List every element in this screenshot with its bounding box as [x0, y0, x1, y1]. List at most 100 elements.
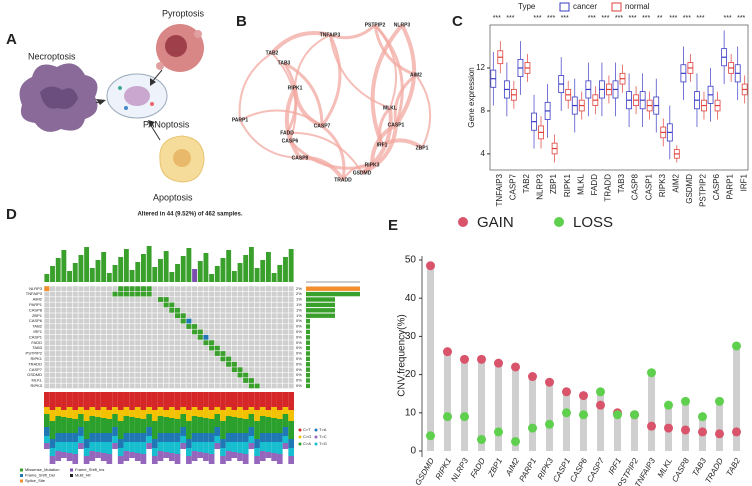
cell	[67, 302, 73, 308]
cell	[277, 383, 283, 389]
cell	[277, 313, 283, 319]
snv-bar	[134, 407, 141, 418]
cell	[140, 378, 146, 383]
snv-bar	[248, 392, 255, 407]
cell	[174, 329, 181, 335]
cell	[146, 324, 152, 329]
mutation	[248, 378, 254, 383]
cell	[112, 334, 118, 340]
cell	[186, 313, 192, 319]
snv-bar	[214, 392, 221, 407]
significance: ***	[683, 15, 691, 22]
top-bar	[220, 258, 226, 282]
snv-bar	[237, 442, 243, 453]
cell	[220, 307, 226, 313]
snv-bar	[66, 418, 73, 433]
cell	[157, 345, 164, 351]
legend-label: LOSS	[573, 214, 613, 231]
cell	[157, 356, 164, 362]
snv-bar	[242, 410, 249, 419]
snv-bar	[288, 421, 294, 439]
cell	[288, 286, 294, 292]
mutation	[129, 291, 135, 297]
top-bar	[72, 263, 78, 282]
cell	[55, 383, 61, 389]
cell	[95, 329, 101, 335]
cell	[243, 340, 249, 346]
gene-label: ZBP1	[32, 313, 43, 318]
cell	[197, 356, 203, 362]
snv-bar	[248, 436, 255, 443]
cell	[265, 324, 271, 329]
panel-label: C	[452, 13, 463, 30]
cell	[288, 324, 294, 329]
cell	[61, 324, 67, 329]
cell	[282, 340, 289, 346]
snv-bar	[117, 392, 124, 410]
cell	[254, 297, 260, 302]
cell	[237, 286, 243, 292]
cell	[271, 286, 277, 292]
x-tick-label: CASP7	[585, 456, 606, 484]
cell	[95, 291, 101, 297]
cell	[157, 367, 164, 373]
top-bar	[271, 273, 277, 282]
cell	[118, 345, 124, 351]
cell	[112, 307, 118, 313]
point	[426, 261, 435, 271]
cell	[260, 297, 266, 302]
cell	[44, 318, 50, 324]
mutation	[112, 291, 118, 297]
cell	[140, 313, 146, 319]
snv-bar	[49, 410, 56, 421]
cell	[49, 329, 56, 335]
cell	[288, 367, 294, 373]
snv-bar	[95, 410, 101, 417]
snv-bar	[151, 421, 158, 439]
cell	[163, 324, 169, 329]
mutation	[169, 307, 175, 313]
cell	[157, 313, 164, 319]
cell	[146, 356, 152, 362]
cell	[101, 324, 107, 329]
cell	[140, 318, 146, 324]
cell	[106, 378, 112, 383]
legend-swatch	[314, 428, 318, 432]
cell	[282, 378, 289, 383]
cell	[55, 297, 61, 302]
cell	[243, 318, 249, 324]
cell	[186, 367, 192, 373]
cell	[243, 334, 249, 340]
snv-bar	[106, 442, 113, 454]
cell	[84, 345, 90, 351]
cell	[78, 329, 84, 335]
snv-bar	[112, 427, 118, 436]
y-tick-label: 12	[476, 63, 485, 72]
cell	[260, 356, 266, 362]
legend-label: T>G	[319, 441, 327, 446]
cell	[146, 334, 152, 340]
pct-bar	[306, 362, 310, 367]
cell	[243, 383, 249, 389]
cell	[277, 286, 283, 292]
cell	[180, 351, 186, 356]
snv-bar	[265, 410, 272, 417]
cell	[214, 313, 220, 319]
top-bar	[186, 248, 192, 282]
pct-bar	[306, 313, 335, 318]
snv-bar	[242, 419, 249, 433]
cell	[282, 297, 289, 302]
snv-bar	[44, 414, 50, 427]
cell	[78, 378, 84, 383]
cell	[231, 351, 237, 356]
snv-bar	[157, 392, 164, 407]
range-bar	[427, 265, 434, 451]
cell	[61, 356, 67, 362]
cell	[231, 329, 237, 335]
node-label: MLKL	[383, 105, 397, 111]
cell	[248, 324, 254, 329]
cell	[192, 334, 198, 340]
mutation	[146, 286, 152, 292]
plot-frame	[489, 24, 749, 171]
significance: ***	[737, 15, 745, 22]
